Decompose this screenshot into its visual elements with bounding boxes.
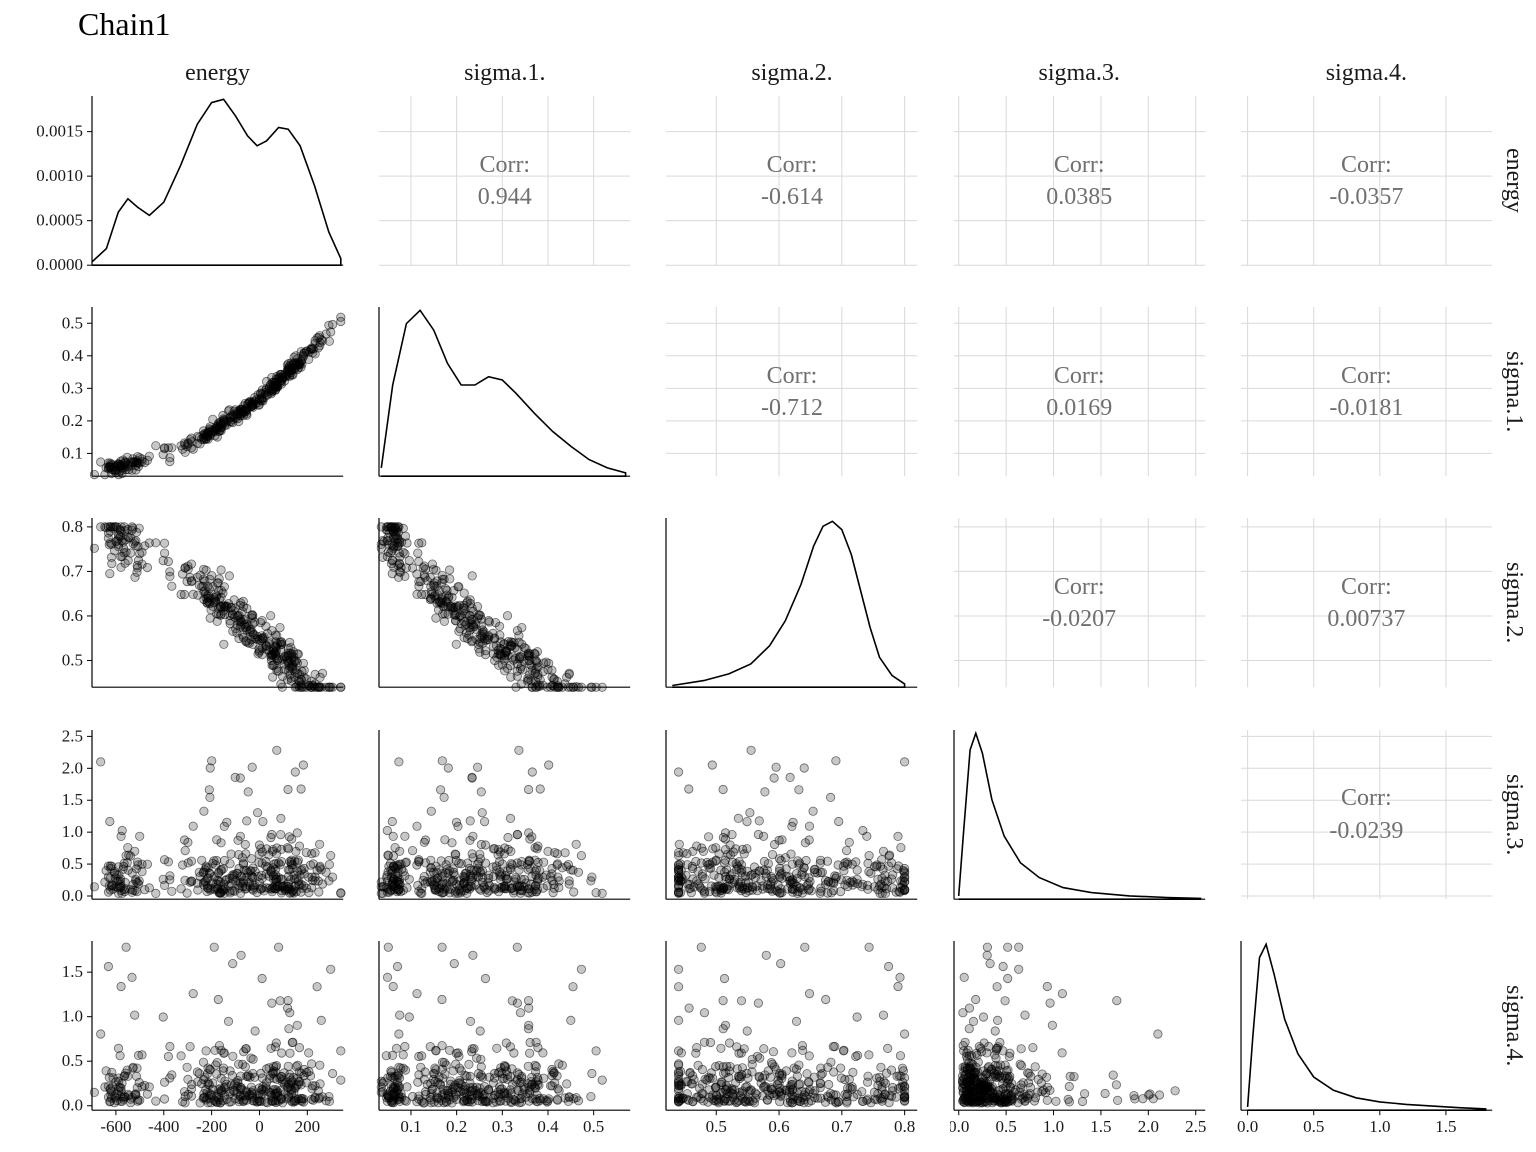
svg-text:0.0005: 0.0005 bbox=[36, 211, 83, 230]
scatter-panel: 0.1 0.2 0.3 0.4 0.5 bbox=[375, 939, 636, 1144]
svg-text:2.0: 2.0 bbox=[62, 758, 83, 777]
corr-panel: Corr:-0.0207 bbox=[950, 516, 1211, 695]
row-label: sigma.2. bbox=[1500, 518, 1527, 687]
svg-text:200: 200 bbox=[295, 1117, 321, 1136]
corr-panel: Corr:-0.0357 bbox=[1237, 94, 1498, 273]
corr-panel: Corr:0.944 bbox=[375, 94, 636, 273]
density-panel: 0.0000 0.0005 0.0010 0.0015 bbox=[22, 94, 349, 273]
svg-text:-400: -400 bbox=[148, 1117, 179, 1136]
svg-text:0.5: 0.5 bbox=[62, 854, 83, 873]
svg-text:0.7: 0.7 bbox=[832, 1117, 854, 1136]
svg-text:1.0: 1.0 bbox=[62, 1006, 83, 1025]
svg-text:0.5: 0.5 bbox=[62, 1051, 83, 1070]
svg-text:0.4: 0.4 bbox=[538, 1117, 560, 1136]
corr-text: Corr:0.944 bbox=[379, 149, 630, 214]
corr-panel: Corr:-0.712 bbox=[662, 305, 923, 484]
col-label: energy bbox=[92, 60, 343, 87]
corr-text: Corr:-0.614 bbox=[666, 149, 917, 214]
svg-text:0.5: 0.5 bbox=[995, 1117, 1016, 1136]
svg-text:0.5: 0.5 bbox=[1303, 1117, 1324, 1136]
svg-text:0.0: 0.0 bbox=[62, 886, 83, 905]
svg-text:1.0: 1.0 bbox=[1369, 1117, 1390, 1136]
svg-text:0.7: 0.7 bbox=[62, 562, 84, 581]
svg-text:2.5: 2.5 bbox=[1185, 1117, 1206, 1136]
col-label: sigma.2. bbox=[666, 60, 917, 87]
row-label: sigma.1. bbox=[1500, 307, 1527, 476]
corr-panel: Corr:-0.0239 bbox=[1237, 728, 1498, 907]
svg-text:0.0: 0.0 bbox=[62, 1096, 83, 1115]
density-panel: 0.0 0.5 1.0 1.5 bbox=[1237, 939, 1498, 1144]
svg-text:1.5: 1.5 bbox=[1435, 1117, 1456, 1136]
svg-text:0.1: 0.1 bbox=[62, 444, 83, 463]
svg-text:0.5: 0.5 bbox=[706, 1117, 727, 1136]
svg-text:0.4: 0.4 bbox=[62, 346, 84, 365]
svg-text:0.0000: 0.0000 bbox=[36, 255, 83, 273]
row-label: sigma.3. bbox=[1500, 730, 1527, 899]
svg-text:1.5: 1.5 bbox=[1090, 1117, 1111, 1136]
svg-text:1.5: 1.5 bbox=[62, 962, 83, 981]
col-label: sigma.3. bbox=[954, 60, 1205, 87]
scatter-panel: 0.0 0.5 1.0 1.5 2.0 2.5 bbox=[950, 939, 1211, 1144]
scatter-panel: 0.5 0.6 0.7 0.8 bbox=[662, 939, 923, 1144]
svg-text:0.8: 0.8 bbox=[62, 517, 83, 536]
col-label: sigma.1. bbox=[379, 60, 630, 87]
corr-text: Corr:0.0385 bbox=[954, 149, 1205, 214]
corr-panel: Corr:-0.614 bbox=[662, 94, 923, 273]
svg-text:0.5: 0.5 bbox=[62, 651, 83, 670]
svg-text:0.0015: 0.0015 bbox=[36, 122, 83, 141]
svg-text:0.5: 0.5 bbox=[583, 1117, 604, 1136]
svg-text:1.0: 1.0 bbox=[62, 822, 83, 841]
svg-text:-200: -200 bbox=[196, 1117, 227, 1136]
scatter-panel: 0.0 0.5 1.0 1.5 2.0 2.5 bbox=[22, 728, 349, 907]
row-label: sigma.4. bbox=[1500, 941, 1527, 1110]
svg-text:1.5: 1.5 bbox=[62, 790, 83, 809]
svg-text:-600: -600 bbox=[100, 1117, 131, 1136]
svg-text:1.0: 1.0 bbox=[1043, 1117, 1064, 1136]
corr-text: Corr:0.00737 bbox=[1241, 571, 1492, 636]
svg-text:0.0: 0.0 bbox=[1237, 1117, 1258, 1136]
col-label: sigma.4. bbox=[1241, 60, 1492, 87]
corr-text: Corr:-0.0181 bbox=[1241, 360, 1492, 425]
row-label: energy bbox=[1500, 96, 1527, 265]
svg-text:0.8: 0.8 bbox=[894, 1117, 915, 1136]
svg-text:0: 0 bbox=[255, 1117, 264, 1136]
svg-text:0.0010: 0.0010 bbox=[36, 166, 83, 185]
svg-text:0.5: 0.5 bbox=[62, 313, 83, 332]
density-panel bbox=[950, 728, 1211, 907]
corr-text: Corr:-0.712 bbox=[666, 360, 917, 425]
svg-text:0.2: 0.2 bbox=[446, 1117, 467, 1136]
density-panel bbox=[662, 516, 923, 695]
svg-text:0.3: 0.3 bbox=[492, 1117, 513, 1136]
svg-text:0.6: 0.6 bbox=[769, 1117, 790, 1136]
corr-panel: Corr:-0.0181 bbox=[1237, 305, 1498, 484]
scatter-panel bbox=[375, 516, 636, 695]
svg-text:0.6: 0.6 bbox=[62, 606, 83, 625]
corr-text: Corr:-0.0207 bbox=[954, 571, 1205, 636]
scatter-panel: 0.1 0.2 0.3 0.4 0.5 bbox=[22, 305, 349, 484]
corr-text: Corr:0.0169 bbox=[954, 360, 1205, 425]
corr-panel: Corr:0.0385 bbox=[950, 94, 1211, 273]
corr-panel: Corr:0.0169 bbox=[950, 305, 1211, 484]
svg-text:0.1: 0.1 bbox=[401, 1117, 422, 1136]
svg-text:0.2: 0.2 bbox=[62, 411, 83, 430]
scatter-panel: 0.0 0.5 1.0 1.5 -600 -400 -200 0 200 bbox=[22, 939, 349, 1144]
scatter-panel bbox=[662, 728, 923, 907]
corr-text: Corr:-0.0357 bbox=[1241, 149, 1492, 214]
svg-text:2.5: 2.5 bbox=[62, 728, 83, 745]
svg-text:0.0: 0.0 bbox=[950, 1117, 969, 1136]
scatter-panel: 0.5 0.6 0.7 0.8 bbox=[22, 516, 349, 695]
svg-text:0.3: 0.3 bbox=[62, 379, 83, 398]
corr-text: Corr:-0.0239 bbox=[1241, 782, 1492, 847]
corr-panel: Corr:0.00737 bbox=[1237, 516, 1498, 695]
density-panel bbox=[375, 305, 636, 484]
svg-text:2.0: 2.0 bbox=[1137, 1117, 1158, 1136]
plot-title: Chain1 bbox=[78, 6, 170, 43]
scatter-panel bbox=[375, 728, 636, 907]
